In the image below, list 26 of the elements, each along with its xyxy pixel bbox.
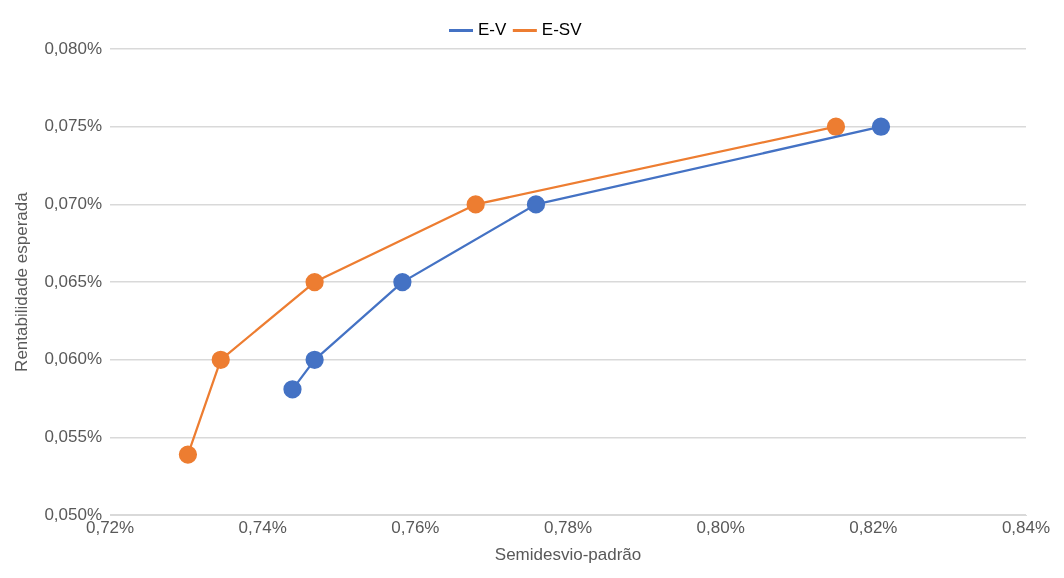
- legend-label: E-V: [477, 20, 507, 40]
- x-tick-label: 0,76%: [391, 518, 440, 538]
- point: [211, 350, 230, 369]
- y-tick-label: 0,060%: [44, 349, 103, 369]
- point: [526, 195, 546, 214]
- y-tick-label: 0,080%: [44, 38, 103, 58]
- y-tick-label: 0,070%: [44, 194, 103, 214]
- x-axis-title: Semidesvio-padrão: [494, 545, 642, 565]
- y-tick-label: 0,055%: [44, 427, 103, 447]
- y-tick-label: 0,075%: [44, 116, 103, 136]
- x-tick-label: 0,74%: [238, 518, 287, 538]
- point: [178, 445, 198, 464]
- point: [305, 350, 324, 369]
- x-tick-label: 0,78%: [543, 518, 593, 538]
- x-tick-label: 0,82%: [849, 518, 898, 538]
- point: [826, 117, 846, 136]
- point: [305, 272, 324, 292]
- x-tick-label: 0,84%: [1001, 518, 1051, 538]
- point: [466, 195, 485, 214]
- legend-label: E-SV: [541, 20, 583, 40]
- point: [871, 117, 891, 136]
- y-axis-title: Rentabilidade esperada: [11, 191, 31, 372]
- x-tick-label: 0,80%: [696, 518, 745, 538]
- y-tick-label: 0,065%: [44, 271, 103, 291]
- point: [393, 272, 412, 292]
- point: [283, 380, 302, 399]
